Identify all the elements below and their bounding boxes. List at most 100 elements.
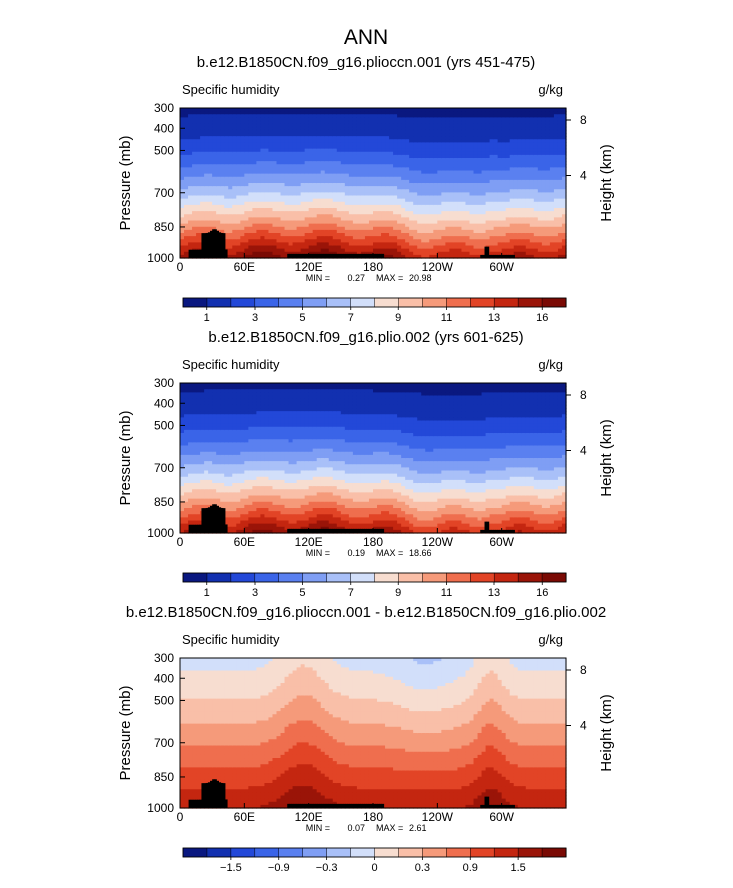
heatmap-cell [268, 145, 274, 150]
heatmap-cell [332, 108, 338, 112]
heatmap-cell [236, 214, 241, 218]
heatmap-cell [308, 217, 314, 222]
heatmap-cell [184, 176, 189, 181]
heatmap-cell [276, 223, 282, 228]
heatmap-cell [324, 186, 330, 190]
colorbar-swatch [230, 297, 256, 308]
heatmap-cell [304, 242, 310, 247]
heatmap-cell [240, 161, 245, 165]
y-tick-label: 1000 [147, 251, 174, 265]
heatmap-cell [236, 208, 241, 212]
heatmap-cell [296, 173, 302, 178]
heatmap-cell [344, 120, 350, 125]
heatmap-cell [308, 251, 314, 256]
heatmap-cell [316, 201, 322, 206]
heatmap-cell [288, 201, 294, 206]
heatmap-cell [224, 139, 229, 143]
heatmap-cell [336, 142, 342, 147]
heatmap-cell [228, 186, 233, 190]
heatmap-cell [256, 220, 262, 225]
heatmap-cell [280, 229, 286, 234]
heatmap-cell [236, 170, 241, 175]
heatmap-cell [328, 173, 334, 178]
heatmap-cell [204, 195, 209, 200]
heatmap-cell [220, 139, 225, 143]
heatmap-cell [340, 139, 346, 143]
heatmap-cell [244, 179, 249, 184]
heatmap-cell [192, 179, 197, 184]
heatmap-cell [224, 195, 229, 200]
heatmap-cell [284, 179, 290, 184]
heatmap-cell [244, 154, 249, 159]
heatmap-cell [260, 120, 266, 125]
heatmap-cell [244, 136, 249, 140]
heatmap-cell [196, 186, 201, 190]
heatmap-cell [200, 114, 205, 118]
heatmap-cell [300, 145, 306, 150]
heatmap-cell [324, 211, 330, 215]
heatmap-cell [332, 229, 338, 234]
heatmap-cell [320, 226, 326, 231]
heatmap-cell [268, 229, 274, 234]
heatmap-cell [232, 114, 237, 118]
heatmap-cell [276, 204, 282, 209]
heatmap-cell [280, 245, 286, 250]
panels: b.e12.B1850CN.f09_g16.plioccn.001 (yrs 4… [117, 54, 615, 874]
heatmap-cell [212, 139, 217, 143]
heatmap-cell [188, 236, 193, 240]
heatmap-cell [248, 179, 253, 184]
heatmap-cell [296, 142, 302, 147]
heatmap-cell [268, 226, 274, 231]
heatmap-cell [324, 126, 330, 131]
heatmap-cell [240, 158, 245, 162]
heatmap-cell [296, 179, 302, 184]
heatmap-cell [196, 164, 201, 168]
heatmap-cell [280, 183, 286, 187]
heatmap-cell [256, 229, 262, 234]
heatmap-cell [244, 204, 249, 209]
heatmap-cell [252, 176, 257, 181]
heatmap-cell [268, 245, 274, 250]
heatmap-cell [328, 126, 334, 131]
heatmap-cell [296, 239, 302, 243]
heatmap-cell [244, 148, 249, 153]
heatmap-cell [328, 242, 334, 247]
heatmap-cell [244, 233, 249, 237]
heatmap-cell [240, 195, 245, 200]
heatmap-cell [284, 114, 290, 118]
heatmap-cell [252, 211, 257, 215]
heatmap-cell [196, 176, 201, 181]
heatmap-cell [312, 214, 318, 218]
colorbar-label: 5 [299, 312, 305, 324]
heatmap-cell [272, 217, 278, 222]
heatmap-cell [252, 217, 257, 222]
heatmap-cell [240, 254, 245, 259]
heatmap-cell [336, 248, 342, 253]
heatmap-cell [344, 204, 350, 209]
heatmap-cell [208, 167, 213, 172]
heatmap-cell [280, 208, 286, 212]
heatmap-cell [316, 133, 322, 137]
heatmap-cell [248, 114, 253, 118]
heatmap-cell [280, 148, 286, 153]
heatmap-cell [208, 108, 213, 112]
heatmap-cell [196, 226, 201, 231]
heatmap-cell [280, 173, 286, 178]
heatmap-cell [212, 161, 217, 165]
heatmap-cell [188, 167, 193, 172]
heatmap-cell [192, 136, 197, 140]
heatmap-cell [204, 120, 209, 125]
heatmap-cell [240, 111, 245, 115]
heatmap-cell [204, 142, 209, 147]
heatmap-cell [276, 139, 282, 143]
heatmap-cell [308, 129, 314, 134]
heatmap-cell [224, 204, 229, 209]
heatmap-cell [236, 233, 241, 237]
heatmap-cell [192, 133, 197, 137]
heatmap-cell [192, 114, 197, 118]
heatmap-cell [252, 229, 257, 234]
heatmap-cell [316, 158, 322, 162]
heatmap-cell [276, 186, 282, 190]
heatmap-cell [264, 148, 270, 153]
heatmap-cell [180, 108, 185, 112]
